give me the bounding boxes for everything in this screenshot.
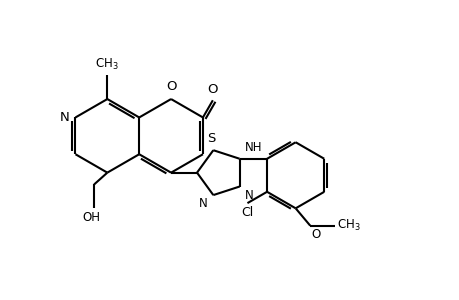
Text: N: N — [60, 111, 69, 124]
Text: NH: NH — [244, 141, 262, 154]
Text: CH$_3$: CH$_3$ — [95, 57, 119, 72]
Text: O: O — [310, 228, 320, 241]
Text: N: N — [245, 189, 253, 202]
Text: OH: OH — [83, 211, 101, 224]
Text: S: S — [207, 133, 215, 146]
Text: N: N — [198, 197, 207, 210]
Text: O: O — [207, 82, 218, 96]
Text: O: O — [165, 80, 176, 93]
Text: Cl: Cl — [241, 206, 253, 219]
Text: CH$_3$: CH$_3$ — [336, 218, 359, 233]
